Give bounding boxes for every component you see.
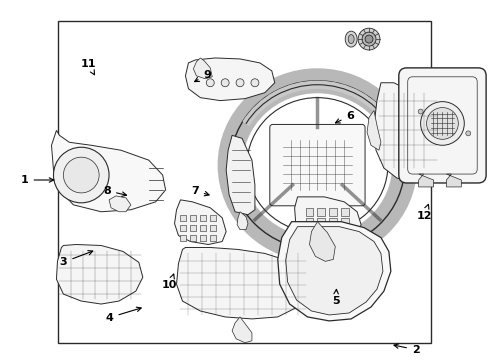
Text: 7: 7 — [191, 186, 209, 196]
Polygon shape — [446, 174, 460, 187]
Polygon shape — [366, 111, 380, 150]
Ellipse shape — [347, 35, 353, 44]
Circle shape — [357, 28, 379, 50]
Circle shape — [206, 79, 214, 87]
Bar — [317, 208, 325, 216]
Bar — [190, 225, 196, 231]
Polygon shape — [309, 222, 335, 261]
Bar — [210, 215, 216, 221]
Bar — [328, 228, 337, 235]
Bar — [341, 208, 348, 216]
Text: 1: 1 — [21, 175, 54, 185]
Circle shape — [250, 79, 258, 87]
Polygon shape — [373, 83, 438, 182]
Bar — [341, 228, 348, 235]
Text: 10: 10 — [162, 274, 177, 291]
Bar — [210, 225, 216, 231]
Bar — [341, 218, 348, 226]
Bar — [58, 21, 430, 342]
Circle shape — [63, 157, 99, 193]
FancyBboxPatch shape — [269, 125, 365, 206]
Circle shape — [53, 147, 109, 203]
Polygon shape — [51, 130, 165, 212]
Bar — [180, 215, 186, 221]
Polygon shape — [225, 135, 254, 215]
Bar — [328, 208, 337, 216]
Text: 4: 4 — [105, 307, 141, 323]
Bar — [305, 228, 313, 235]
Bar — [190, 215, 196, 221]
FancyBboxPatch shape — [398, 68, 485, 183]
Bar — [190, 235, 196, 240]
Text: 2: 2 — [393, 344, 419, 355]
Polygon shape — [427, 109, 438, 150]
Bar — [317, 228, 325, 235]
Bar — [305, 208, 313, 216]
Circle shape — [361, 32, 375, 46]
Polygon shape — [232, 317, 251, 343]
Circle shape — [221, 79, 229, 87]
Circle shape — [236, 79, 244, 87]
Text: 3: 3 — [60, 251, 93, 267]
Polygon shape — [176, 247, 307, 319]
Polygon shape — [109, 196, 131, 212]
Circle shape — [417, 109, 422, 114]
Polygon shape — [285, 227, 382, 315]
Circle shape — [465, 131, 470, 136]
Text: 11: 11 — [81, 59, 96, 75]
Bar — [305, 218, 313, 226]
Bar — [200, 225, 206, 231]
Bar — [200, 235, 206, 240]
Circle shape — [420, 102, 463, 145]
Circle shape — [365, 35, 372, 43]
Bar — [200, 215, 206, 221]
Text: 8: 8 — [103, 186, 126, 196]
Polygon shape — [294, 197, 360, 239]
Polygon shape — [174, 200, 225, 244]
Polygon shape — [193, 58, 212, 79]
Bar — [328, 218, 337, 226]
Bar — [180, 235, 186, 240]
Polygon shape — [418, 174, 433, 187]
Polygon shape — [237, 212, 247, 230]
Polygon shape — [56, 244, 142, 304]
Polygon shape — [185, 58, 274, 100]
Text: 6: 6 — [335, 111, 353, 123]
Text: 5: 5 — [331, 289, 339, 306]
Text: 12: 12 — [415, 204, 431, 221]
Bar — [317, 218, 325, 226]
Text: 9: 9 — [194, 69, 211, 82]
Bar — [180, 225, 186, 231]
Ellipse shape — [345, 31, 356, 47]
Polygon shape — [277, 222, 390, 321]
Circle shape — [426, 108, 457, 139]
Bar — [210, 235, 216, 240]
